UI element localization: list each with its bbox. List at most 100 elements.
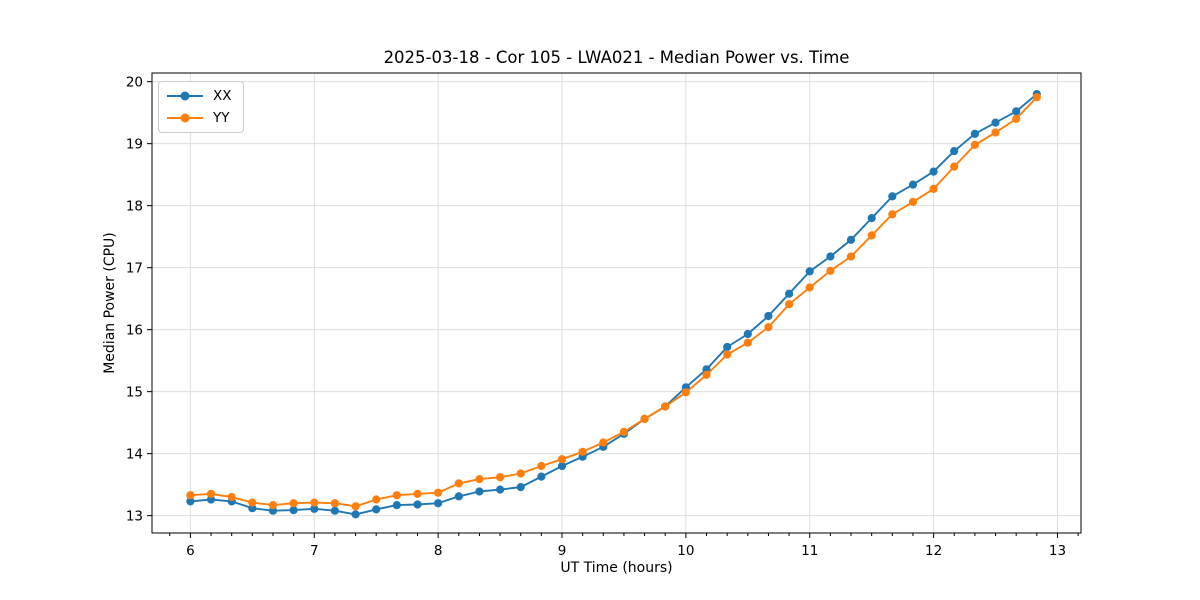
data-point-marker bbox=[330, 499, 339, 508]
data-point-marker bbox=[578, 447, 587, 456]
x-tick-label: 6 bbox=[186, 543, 195, 559]
data-point-marker bbox=[330, 506, 339, 515]
data-point-marker bbox=[640, 414, 649, 423]
data-point-marker bbox=[929, 167, 938, 176]
data-point-marker bbox=[805, 283, 814, 292]
data-point-marker bbox=[206, 489, 216, 498]
data-point-marker bbox=[785, 300, 794, 309]
data-point-marker bbox=[661, 402, 670, 411]
data-point-marker bbox=[186, 497, 195, 506]
x-tick-label: 7 bbox=[310, 543, 319, 559]
data-point-marker bbox=[516, 469, 525, 478]
data-point-marker bbox=[413, 489, 422, 498]
tick-labels: 6 7 8 9 10 11 12 13 13 14 15 16 17 18 19 20 bbox=[126, 74, 1066, 559]
x-tick-label: 8 bbox=[434, 543, 443, 559]
data-point-marker bbox=[537, 461, 546, 471]
y-axis-label: Median Power (CPU) bbox=[102, 232, 118, 374]
data-point-marker bbox=[970, 140, 980, 149]
data-point-marker bbox=[764, 311, 773, 321]
legend-label: YY bbox=[213, 110, 230, 126]
data-point-marker bbox=[908, 180, 918, 189]
data-point-marker bbox=[268, 501, 278, 510]
data-point-marker bbox=[475, 475, 484, 484]
data-point-marker bbox=[805, 267, 814, 276]
data-point-marker bbox=[351, 510, 360, 519]
data-point-marker bbox=[785, 289, 794, 298]
legend-line-marker-icon bbox=[167, 91, 203, 101]
legend-label: XX bbox=[213, 88, 232, 104]
data-point-marker bbox=[1032, 93, 1041, 102]
data-point-marker bbox=[434, 499, 443, 508]
data-point-marker bbox=[826, 266, 835, 275]
data-point-marker bbox=[310, 504, 319, 513]
data-point-marker bbox=[227, 492, 236, 502]
data-point-marker bbox=[516, 483, 525, 492]
data-point-marker bbox=[248, 498, 257, 507]
data-point-marker bbox=[413, 500, 422, 509]
data-point-marker bbox=[1012, 107, 1021, 116]
y-tick-label: 16 bbox=[126, 322, 143, 338]
data-point-marker bbox=[970, 129, 980, 138]
data-point-marker bbox=[599, 438, 608, 447]
data-point-marker bbox=[372, 495, 381, 504]
data-point-marker bbox=[392, 501, 401, 510]
x-axis-label: UT Time (hours) bbox=[560, 560, 673, 576]
data-point-marker bbox=[557, 461, 567, 471]
data-point-marker bbox=[846, 252, 856, 261]
legend: XX YY bbox=[158, 81, 244, 133]
data-point-marker bbox=[619, 427, 629, 436]
data-point-marker bbox=[888, 192, 897, 201]
data-point-marker bbox=[496, 485, 505, 494]
series-line bbox=[189, 96, 1038, 508]
y-tick-label: 19 bbox=[126, 136, 143, 152]
x-tick-label: 9 bbox=[558, 543, 567, 559]
x-tick-label: 12 bbox=[925, 543, 942, 559]
legend-item-yy: YY bbox=[166, 108, 232, 128]
data-point-marker bbox=[929, 184, 938, 193]
data-point-marker bbox=[372, 505, 381, 514]
data-point-marker bbox=[289, 499, 298, 508]
x-tick-label: 11 bbox=[801, 543, 818, 559]
data-point-marker bbox=[475, 487, 484, 496]
data-point-marker bbox=[908, 197, 918, 206]
legend-line-marker-icon bbox=[167, 113, 203, 123]
ticks bbox=[147, 81, 1079, 538]
series-yy bbox=[186, 93, 1041, 511]
data-point-marker bbox=[1012, 114, 1021, 123]
legend-item-xx: XX bbox=[166, 86, 232, 106]
x-tick-label: 13 bbox=[1049, 543, 1066, 559]
series-line bbox=[189, 93, 1038, 516]
data-point-marker bbox=[991, 118, 1000, 127]
data-point-marker bbox=[310, 498, 319, 507]
data-point-marker bbox=[846, 235, 856, 244]
data-point-marker bbox=[289, 506, 298, 515]
data-point-marker bbox=[681, 388, 691, 397]
data-point-marker bbox=[537, 472, 546, 481]
data-point-marker bbox=[743, 338, 752, 347]
y-tick-label: 14 bbox=[126, 446, 143, 462]
data-point-marker bbox=[702, 370, 711, 379]
data-point-marker bbox=[826, 252, 835, 261]
data-point-marker bbox=[991, 128, 1000, 137]
data-point-marker bbox=[186, 491, 195, 500]
data-point-marker bbox=[557, 455, 567, 464]
y-tick-label: 17 bbox=[126, 260, 143, 276]
data-point-marker bbox=[496, 473, 505, 482]
data-point-marker bbox=[743, 329, 752, 339]
data-point-marker bbox=[723, 342, 732, 352]
data-point-marker bbox=[434, 488, 443, 497]
x-tick-label: 10 bbox=[677, 543, 694, 559]
gridlines bbox=[152, 73, 1081, 533]
data-point-marker bbox=[454, 479, 463, 488]
y-tick-label: 15 bbox=[126, 384, 143, 400]
data-point-marker bbox=[950, 162, 959, 171]
data-point-marker bbox=[351, 502, 360, 511]
y-tick-label: 20 bbox=[126, 74, 143, 90]
data-point-marker bbox=[867, 231, 876, 240]
chart-title: 2025-03-18 - Cor 105 - LWA021 - Median P… bbox=[383, 48, 850, 67]
data-point-marker bbox=[950, 147, 959, 156]
data-point-marker bbox=[867, 214, 876, 223]
y-tick-label: 18 bbox=[126, 198, 143, 214]
